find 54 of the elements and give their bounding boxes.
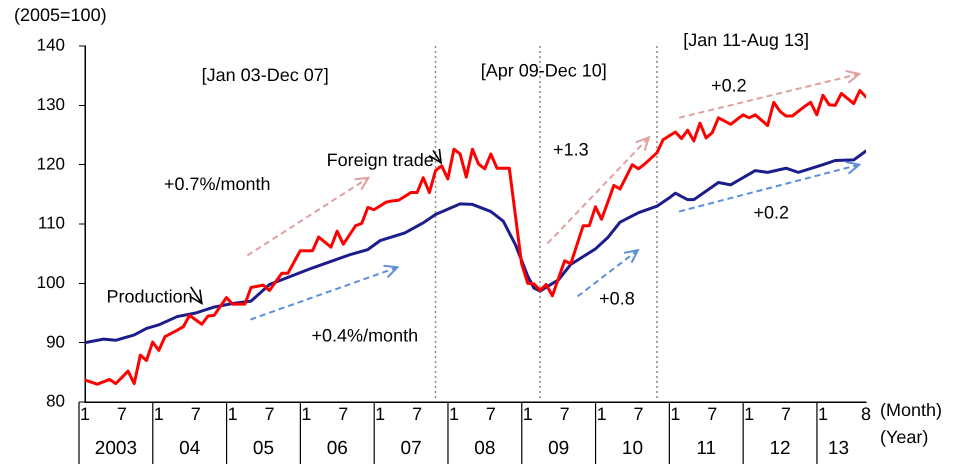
text: 13 (828, 438, 850, 460)
x-tick-label: 7 (707, 404, 718, 424)
x-tick-label: 8 (860, 404, 872, 424)
text: 12 (769, 438, 791, 460)
y-tick-label: 120 (36, 154, 65, 174)
series-label: Foreign trade (326, 150, 434, 170)
x-tick-label: 7 (633, 404, 644, 424)
x-tick-label: 1 (375, 404, 386, 424)
x-tick-label: 7 (264, 404, 274, 424)
x-tick-label: 1 (744, 404, 754, 424)
annotation: +0.2 (754, 202, 790, 222)
annotation: +1.3 (553, 139, 589, 160)
text: 2003 (94, 438, 138, 460)
annotation: [Jan 11-Aug 13] (683, 30, 809, 50)
x-tick-label: 1 (228, 404, 238, 424)
x-tick-label: 1 (448, 404, 459, 424)
x-tick-label: 7 (116, 404, 127, 424)
text: 07 (400, 438, 422, 460)
text: 08 (474, 438, 496, 460)
y-tick-label: 110 (38, 214, 65, 233)
y-tick-label: 140 (36, 36, 65, 55)
y-tick-label: 90 (46, 332, 65, 352)
series-label: Production (106, 286, 193, 307)
x-tick-label: 1 (818, 404, 828, 424)
x-tick-label: 7 (560, 404, 570, 424)
x-tick-label: 7 (412, 404, 422, 424)
text: 04 (179, 438, 201, 460)
y-tick-label: 80 (46, 392, 65, 411)
x-tick-label: 1 (80, 404, 90, 424)
x-tick-label: 7 (190, 404, 201, 424)
x-tick-label: 7 (781, 404, 792, 424)
x-tick-label: 1 (301, 404, 312, 424)
x-tick-label: 1 (522, 404, 533, 424)
annotation: +0.2 (711, 75, 747, 96)
annotation: [Apr 09-Dec 10] (480, 60, 607, 80)
y-tick-label: 130 (36, 95, 65, 114)
x-tick-label: 7 (338, 404, 348, 424)
annotation: +0.4%/month (312, 326, 418, 346)
x-tick-label: 1 (670, 404, 680, 424)
x-tick-label: 1 (596, 404, 607, 424)
text: (Year) (880, 426, 928, 447)
text: 10 (622, 438, 644, 460)
annotation: +0.8 (599, 288, 635, 308)
text: 11 (696, 438, 716, 460)
annotation: +0.7%/month (164, 174, 271, 194)
text: 05 (252, 438, 274, 460)
x-tick-label: 7 (486, 404, 496, 424)
x-tick-label: 1 (154, 404, 164, 424)
x-axis-title: (Month) (880, 400, 942, 420)
text: 06 (326, 438, 348, 460)
y-tick-label: 100 (36, 273, 65, 292)
annotation: [Jan 03-Dec 07] (202, 65, 329, 86)
text: 09 (548, 438, 570, 460)
y-axis-title: (2005=100) (14, 4, 107, 25)
